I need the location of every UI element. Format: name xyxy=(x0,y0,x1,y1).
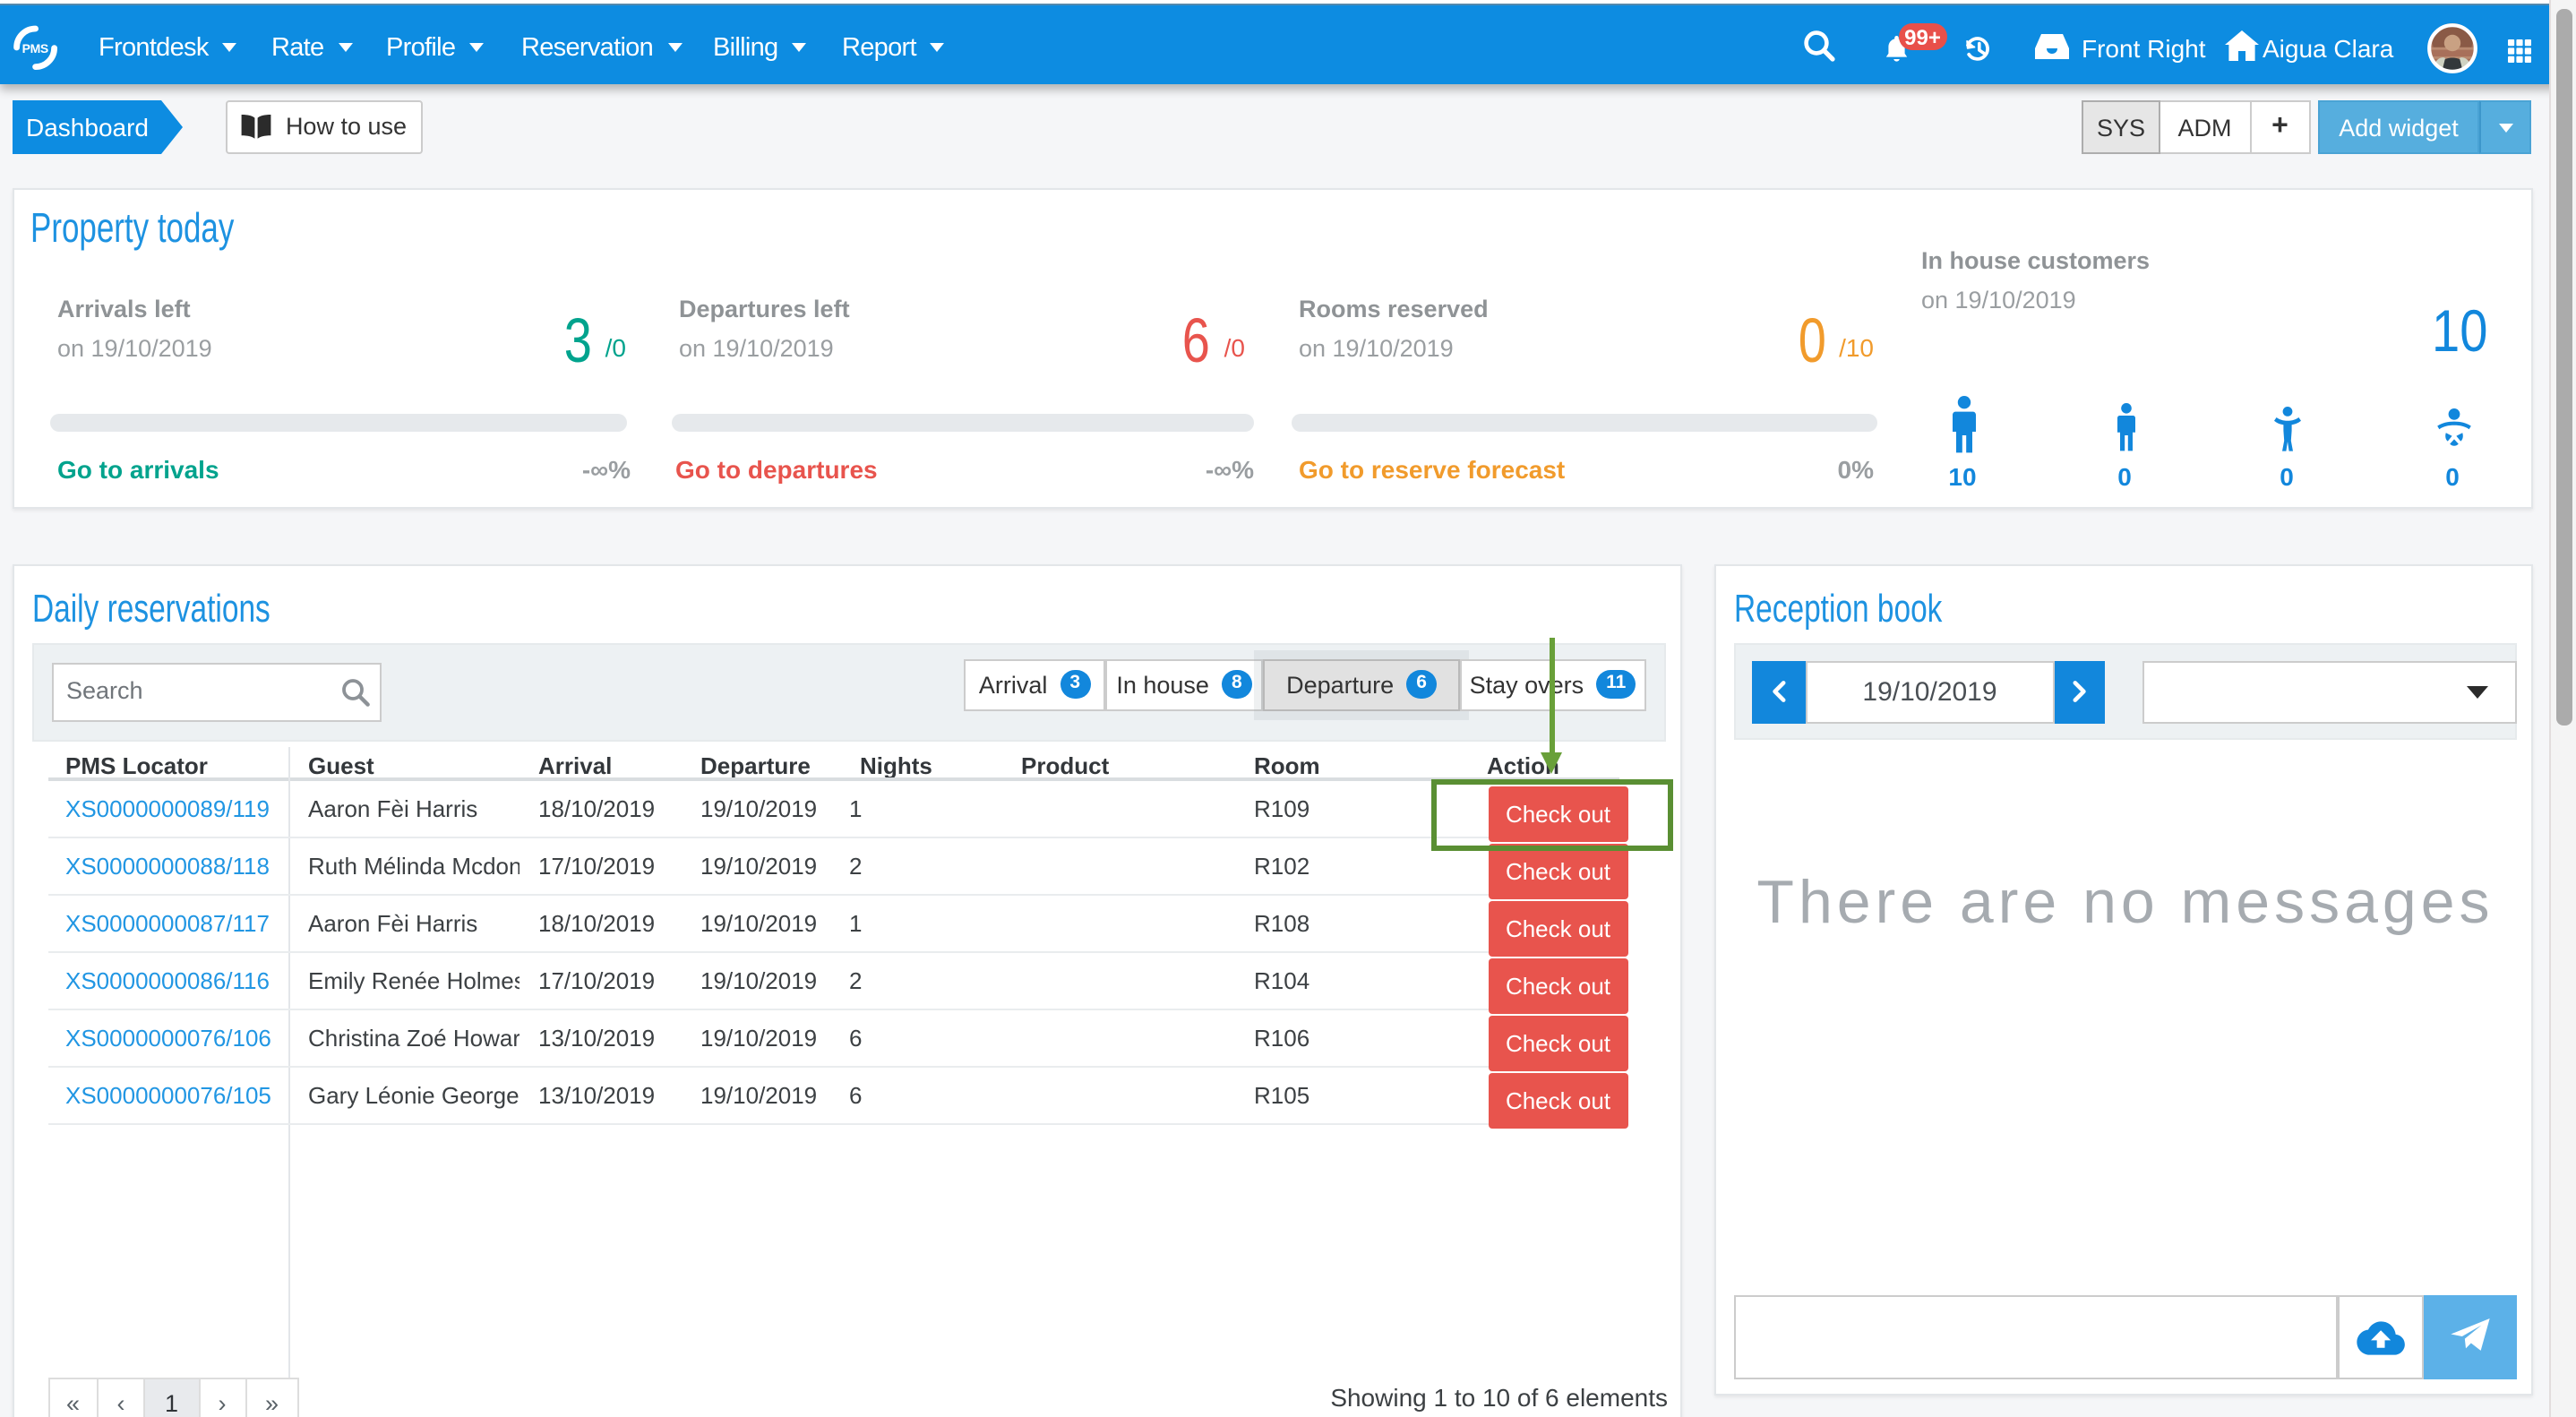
svg-text:PMS: PMS xyxy=(22,40,48,55)
